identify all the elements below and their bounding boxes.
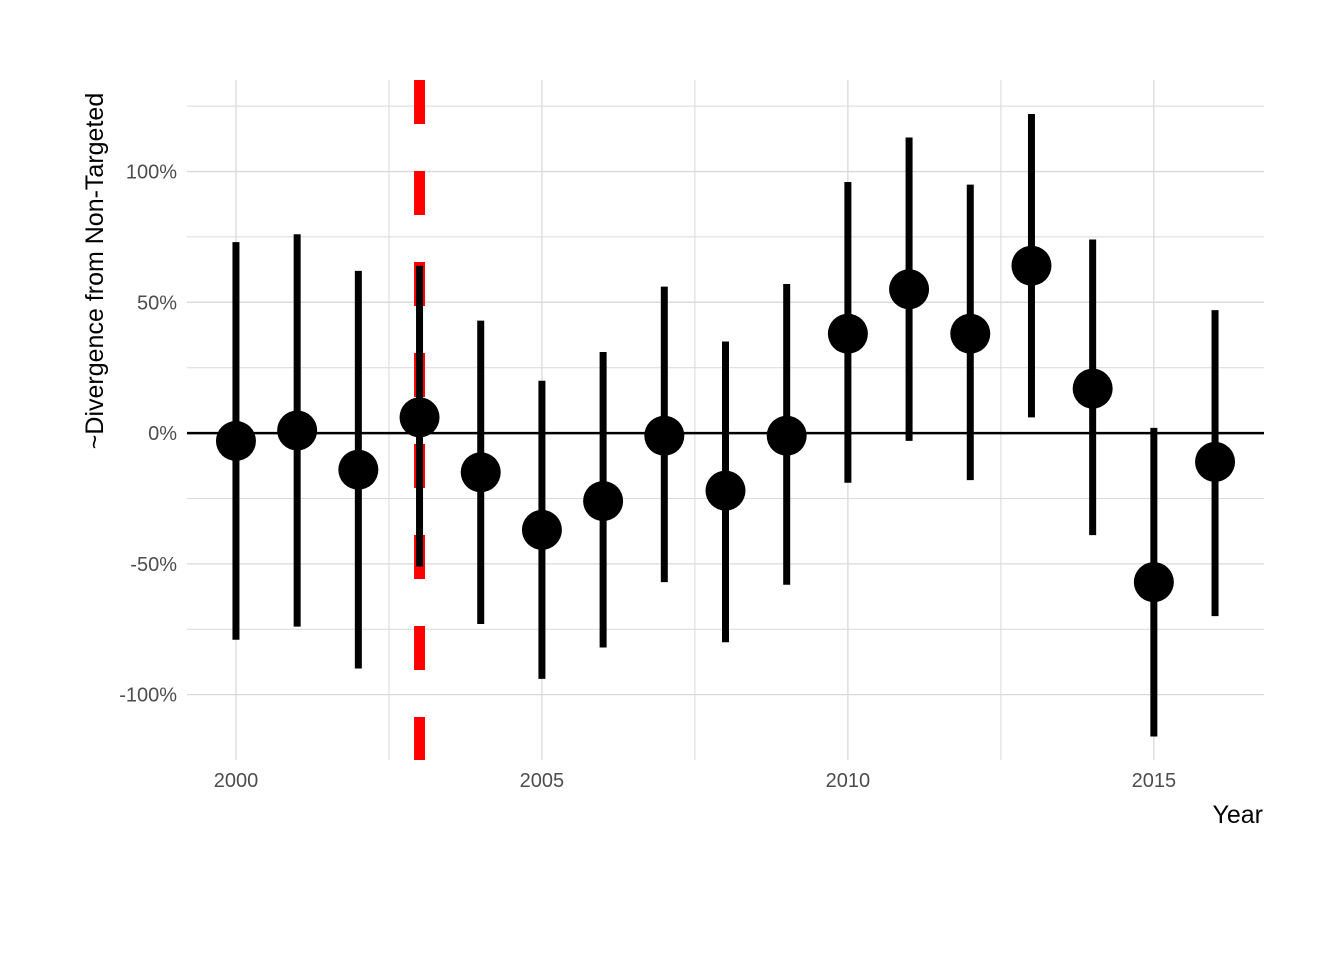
data-point — [215, 420, 256, 461]
y-tick-label: 50% — [137, 292, 177, 314]
data-point — [338, 449, 379, 490]
data-point — [277, 410, 318, 451]
data-marks — [215, 114, 1236, 737]
data-point — [583, 481, 624, 522]
y-tick-label: -100% — [119, 685, 177, 707]
data-point — [1011, 245, 1052, 286]
y-tick-label: 100% — [126, 162, 177, 184]
data-point — [705, 470, 746, 511]
x-tick-label: 2005 — [520, 770, 565, 792]
y-axis-title: ~Divergence from Non-Targeted — [81, 93, 109, 449]
data-point — [1195, 441, 1236, 482]
data-point — [644, 415, 685, 456]
x-tick-label: 2000 — [214, 770, 259, 792]
data-point — [1072, 368, 1113, 409]
axes: 2000 2005 2010 2015 -100% -50% 0% 50% 100% — [119, 162, 1176, 792]
data-point — [521, 509, 562, 550]
y-tick-label: 0% — [148, 423, 177, 445]
data-point — [1133, 562, 1174, 603]
y-tick-label: -50% — [130, 554, 177, 576]
data-point — [827, 313, 868, 354]
x-tick-label: 2010 — [826, 770, 871, 792]
x-axis-title: Year — [1212, 801, 1263, 829]
data-point — [399, 397, 440, 438]
x-tick-label: 2015 — [1132, 770, 1177, 792]
data-point — [950, 313, 991, 354]
data-point — [889, 269, 930, 310]
data-point — [460, 452, 501, 493]
data-point — [766, 415, 807, 456]
